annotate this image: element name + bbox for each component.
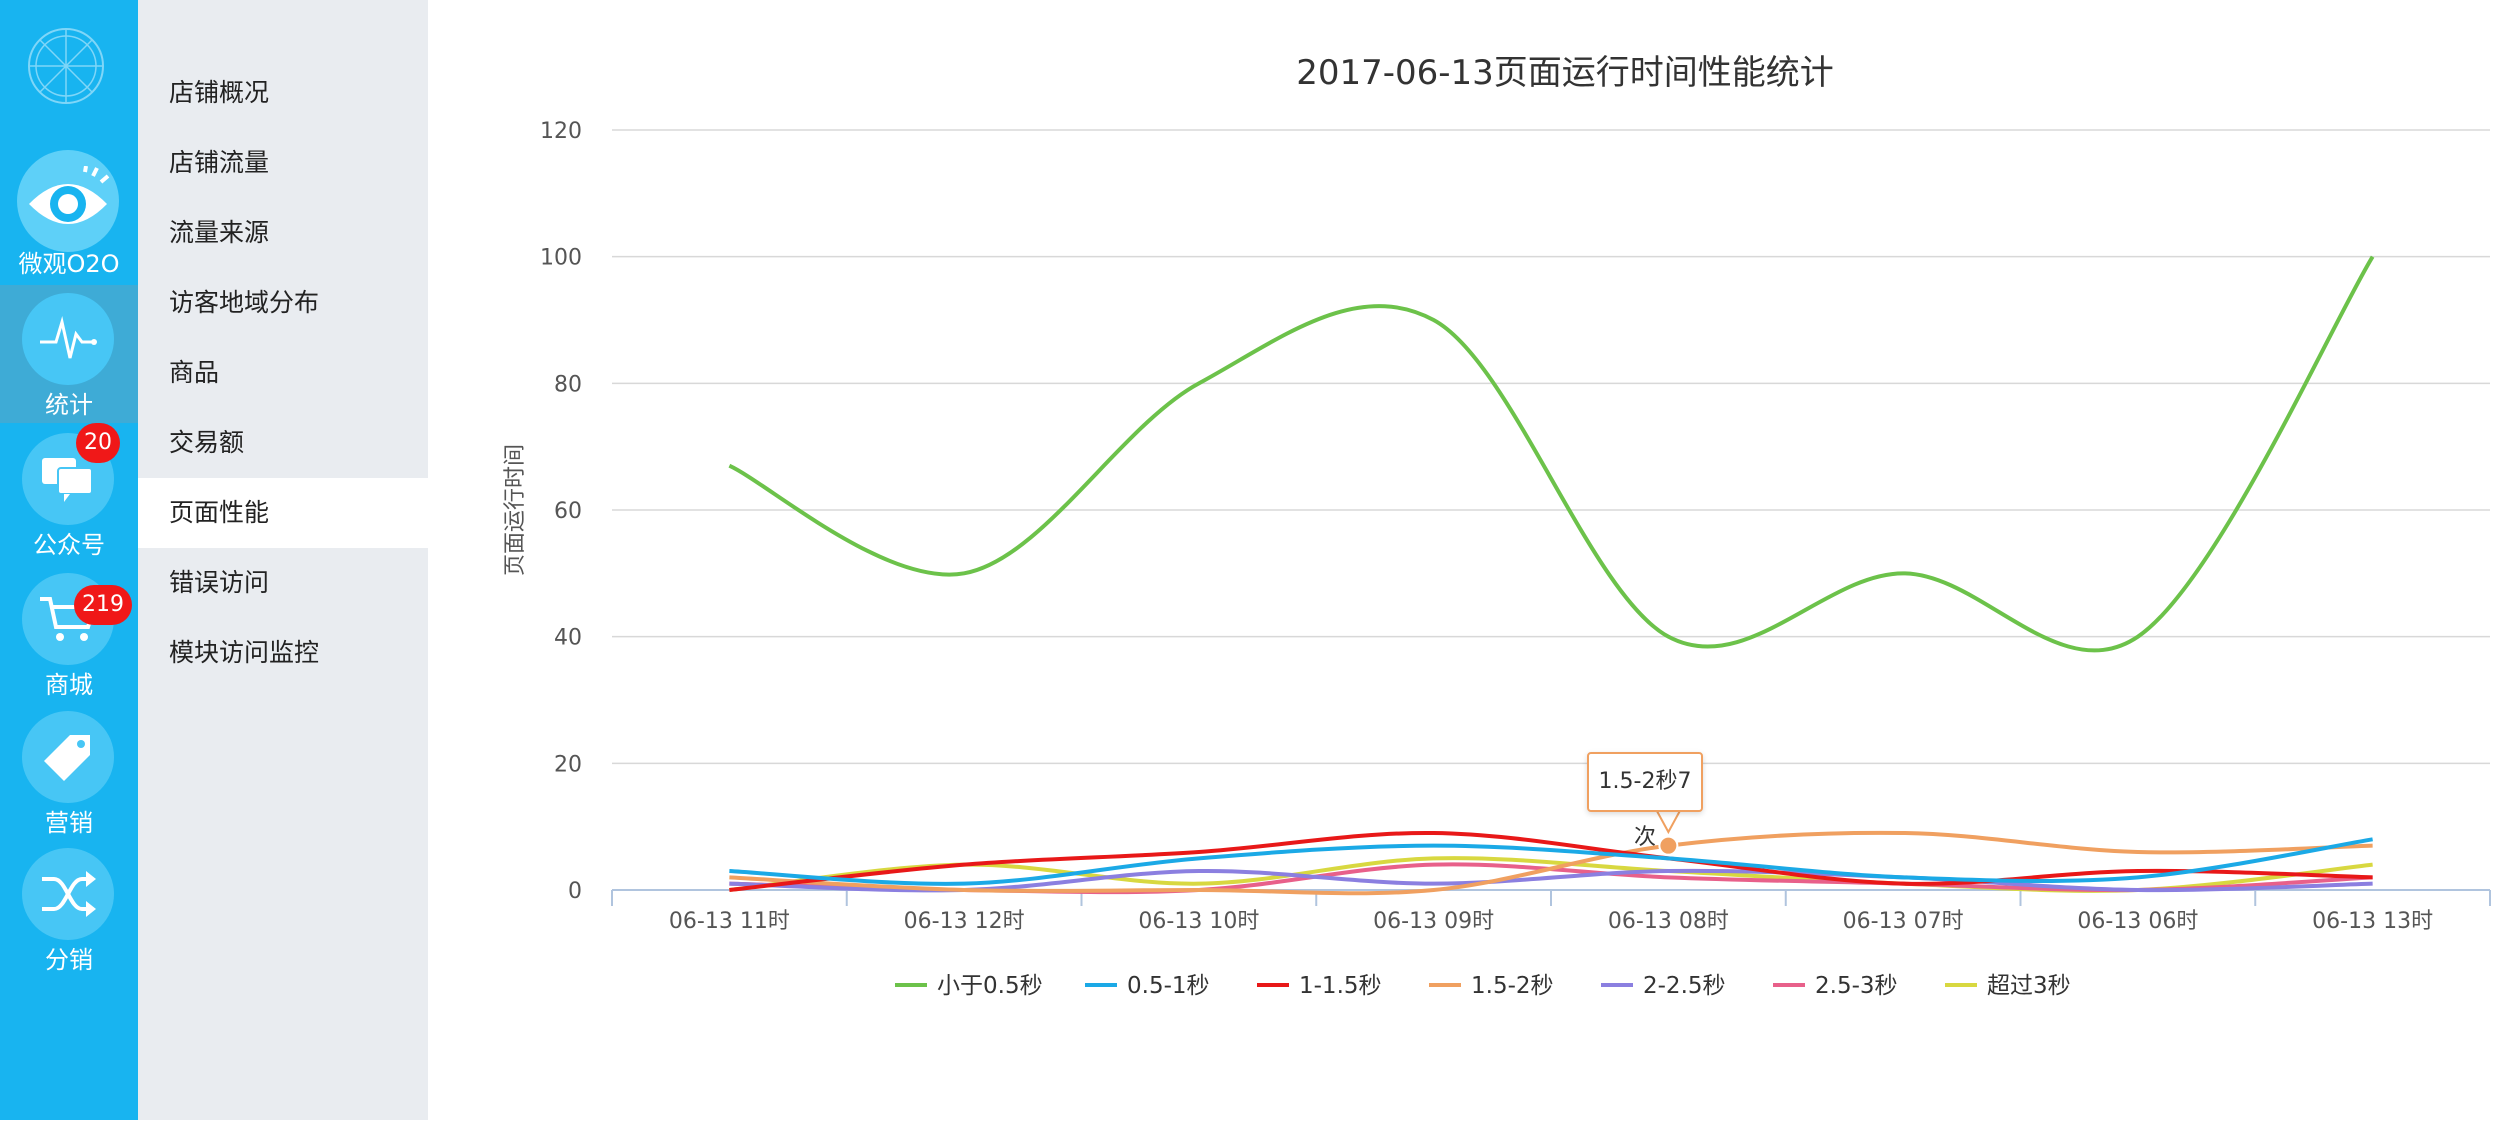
nav-label: 统计 [45,391,93,419]
series-line [729,868,2373,893]
series-line [728,255,2375,653]
performance-chart: 2017-06-13页面运行时间性能统计页面运行时间 0 20 40 60 80 100 12… [428,0,2500,1120]
nav-item-marketing[interactable]: 营销 [0,703,138,841]
chat-icon [22,433,114,525]
chart-tooltip: 1.5-2秒7次 [1587,752,1703,850]
legend-label: 1.5-2秒 [1471,973,1554,999]
series-line [729,830,2373,892]
legend-label: 超过3秒 [1987,973,2071,999]
nav-label: 商城 [45,671,93,699]
logo-icon [28,28,104,104]
x-tick-label: 06-13 10时 [1138,909,1259,934]
legend-label: 1-1.5秒 [1299,973,1382,999]
x-tick-label: 06-13 08时 [1608,909,1729,934]
y-tick-label: 20 [554,752,582,777]
y-tick-label: 0 [568,879,582,904]
legend-label: 0.5-1秒 [1127,973,1210,999]
nav-item-stats[interactable]: 统计 [0,285,138,423]
y-tick-label: 60 [554,499,582,524]
y-tick-label: 40 [554,626,582,651]
x-tick-label: 06-13 13时 [2312,909,2433,934]
shuffle-icon [22,848,114,940]
submenu-item-shop-traffic[interactable]: 店铺流量 [169,148,270,177]
nav-label: 公众号 [33,531,105,559]
submenu-item-shop-overview[interactable]: 店铺概况 [169,78,270,107]
y-tick-label: 100 [540,246,582,271]
legend-label: 2-2.5秒 [1643,973,1726,999]
notification-badge: 20 [76,423,120,463]
y-axis-label: 页面运行时间 [503,444,528,576]
series-line [729,830,2373,896]
nav-label: 分销 [45,946,93,974]
sub-navigation: 店铺概况 店铺流量 流量来源 访客地域分布 商品 交易额 页面性能 错误访问 模… [138,0,428,1120]
eye-icon [17,150,119,252]
nav-item-distribution[interactable]: 分销 [0,840,138,978]
submenu-item-module-monitor[interactable]: 模块访问监控 [169,638,320,667]
nav-label: 营销 [45,809,93,837]
icon-sidebar: 微观O2O 统计 20 公众号 219 [0,0,138,1120]
series-line [729,837,2373,886]
nav-item-weiguan[interactable]: 微观O2O [0,150,138,288]
nav-label: 微观O2O [18,250,120,278]
pulse-icon [22,293,114,385]
submenu-item-traffic-source[interactable]: 流量来源 [169,218,270,247]
nav-item-mall[interactable]: 219 商城 [0,565,138,703]
submenu-item-page-performance[interactable]: 页面性能 [138,478,428,548]
notification-badge: 219 [74,585,132,625]
x-tick-label: 06-13 06时 [2077,909,2198,934]
x-tick-label: 06-13 12时 [904,909,1025,934]
submenu-item-transactions[interactable]: 交易额 [169,428,245,457]
highlight-point [1658,835,1679,856]
nav-item-official-account[interactable]: 20 公众号 [0,423,138,563]
legend-label: 小于0.5秒 [937,973,1043,999]
x-tick-label: 06-13 11时 [669,909,790,934]
x-tick-label: 06-13 07时 [1843,909,1964,934]
y-tick-label: 120 [540,119,582,144]
submenu-item-products[interactable]: 商品 [169,358,220,387]
legend-label: 2.5-3秒 [1815,973,1898,999]
submenu-item-visitor-region[interactable]: 访客地域分布 [169,288,320,317]
tag-icon [22,711,114,803]
x-tick-label: 06-13 09时 [1373,909,1494,934]
tooltip-pointer [1654,809,1683,835]
y-tick-label: 80 [554,372,582,397]
chart-title: 2017-06-13页面运行时间性能统计 [1296,53,1834,93]
submenu-item-error-access[interactable]: 错误访问 [169,568,270,597]
